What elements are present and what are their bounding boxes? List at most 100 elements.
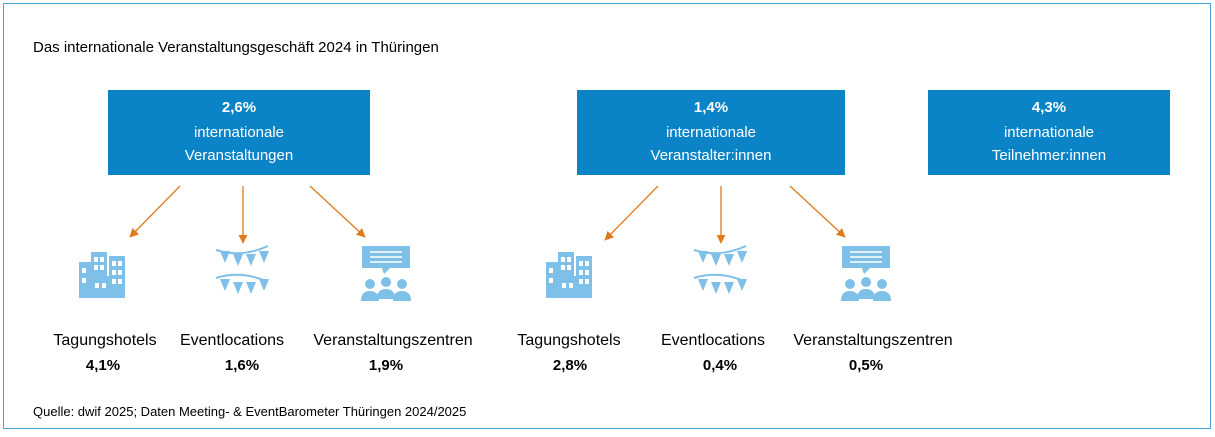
- icon-part: [861, 277, 871, 287]
- icon-part: [220, 279, 230, 291]
- icon-part: [877, 279, 887, 289]
- kpi-label: Veranstaltungen: [185, 147, 293, 164]
- icon-part: [857, 289, 875, 299]
- icon-part: [842, 246, 890, 274]
- icon-window: [561, 257, 565, 262]
- kpi-value: 1,4%: [694, 99, 728, 116]
- icon-window: [567, 257, 571, 262]
- kpi-label: Teilnehmer:innen: [992, 147, 1106, 164]
- icon-window: [82, 268, 86, 273]
- icon-part: [724, 254, 734, 266]
- icon-window: [569, 283, 573, 288]
- venue-icon: [215, 245, 269, 294]
- arrow: [129, 185, 181, 238]
- icon-window: [562, 283, 566, 288]
- kpi-box: [577, 90, 845, 175]
- icon-part: [737, 279, 747, 291]
- kpi-value: 2,6%: [222, 99, 256, 116]
- icon-part: [576, 256, 592, 298]
- kpi-label: Veranstalter:innen: [651, 147, 772, 164]
- icon-part: [381, 277, 391, 287]
- venue-label: Veranstaltungszentren: [793, 332, 952, 349]
- venue-value: 1,9%: [369, 357, 403, 374]
- icon-window: [112, 270, 116, 275]
- icon-part: [711, 254, 721, 266]
- venue-label: Tagungshotels: [53, 332, 156, 349]
- arrow: [604, 185, 659, 241]
- icon-window: [118, 261, 122, 266]
- icon-part: [558, 276, 576, 298]
- icon-part: [362, 246, 410, 274]
- icon-window: [585, 270, 589, 275]
- icon-part: [246, 282, 256, 294]
- venue-icon: [546, 252, 592, 298]
- icon-window: [102, 283, 106, 288]
- icon-part: [711, 282, 721, 294]
- icon-window: [95, 283, 99, 288]
- icon-part: [377, 289, 395, 299]
- icon-window: [549, 278, 553, 283]
- kpi-label: internationale: [194, 124, 284, 141]
- icon-part: [259, 279, 269, 291]
- venue-label: Tagungshotels: [517, 332, 620, 349]
- venue-value: 0,5%: [849, 357, 883, 374]
- icon-part: [737, 251, 747, 263]
- venue-value: 0,4%: [703, 357, 737, 374]
- icon-window: [112, 261, 116, 266]
- icon-window: [82, 278, 86, 283]
- arrow: [309, 185, 366, 238]
- icon-window: [94, 257, 98, 262]
- venue-icon: [361, 246, 411, 301]
- venue-label: Eventlocations: [180, 332, 284, 349]
- venue-icon: [79, 252, 125, 298]
- icon-window: [567, 265, 571, 270]
- kpi-value: 4,3%: [1032, 99, 1066, 116]
- arrow: [789, 185, 846, 238]
- venue-value: 1,6%: [225, 357, 259, 374]
- icon-window: [549, 268, 553, 273]
- title: Das internationale Veranstaltungsgeschäf…: [33, 39, 439, 56]
- icon-window: [585, 279, 589, 284]
- kpi-box: [928, 90, 1170, 175]
- icon-window: [94, 265, 98, 270]
- icon-window: [579, 279, 583, 284]
- icon-window: [579, 270, 583, 275]
- venue-value: 4,1%: [86, 357, 120, 374]
- icon-part: [361, 291, 379, 301]
- venue-label: Eventlocations: [661, 332, 765, 349]
- source: Quelle: dwif 2025; Daten Meeting- & Even…: [33, 404, 466, 419]
- icon-part: [365, 279, 375, 289]
- icon-part: [724, 282, 734, 294]
- icon-window: [585, 261, 589, 266]
- icon-window: [100, 257, 104, 262]
- icon-part: [246, 254, 256, 266]
- icon-window: [118, 279, 122, 284]
- venue-label: Veranstaltungszentren: [313, 332, 472, 349]
- kpi-label: internationale: [666, 124, 756, 141]
- icon-part: [233, 282, 243, 294]
- icon-part: [873, 291, 891, 301]
- icon-part: [109, 256, 125, 298]
- venue-value: 2,8%: [553, 357, 587, 374]
- icon-part: [393, 291, 411, 301]
- icon-part: [698, 279, 708, 291]
- icon-window: [100, 265, 104, 270]
- venue-icon: [693, 245, 747, 294]
- icon-part: [698, 251, 708, 263]
- icon-part: [841, 291, 859, 301]
- kpi-label: internationale: [1004, 124, 1094, 141]
- icon-part: [220, 251, 230, 263]
- frame: [3, 3, 1211, 429]
- icon-part: [91, 276, 109, 298]
- venue-icon: [841, 246, 891, 301]
- icon-window: [118, 270, 122, 275]
- kpi-box: [108, 90, 370, 175]
- icon-part: [397, 279, 407, 289]
- icon-part: [259, 251, 269, 263]
- icon-window: [561, 265, 565, 270]
- icon-part: [233, 254, 243, 266]
- icon-part: [845, 279, 855, 289]
- icon-window: [112, 279, 116, 284]
- icon-window: [579, 261, 583, 266]
